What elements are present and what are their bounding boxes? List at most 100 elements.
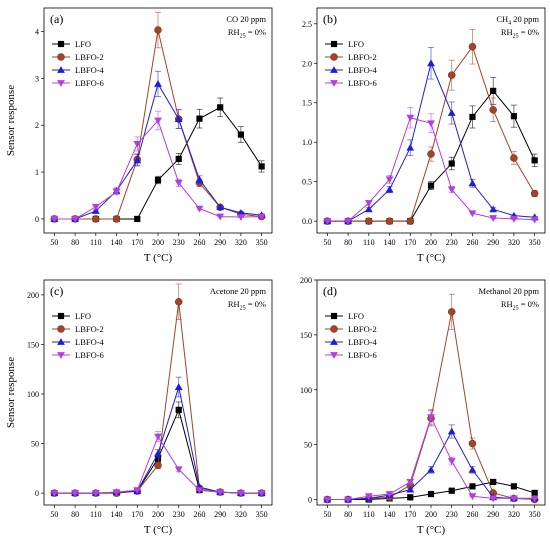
x-tick-label: 320: [508, 510, 520, 519]
x-tick-label: 110: [363, 510, 375, 519]
legend-marker: [330, 40, 338, 48]
data-point: [91, 490, 100, 498]
gas-annotation: CH4 20 ppm: [496, 14, 539, 27]
gas-annotation: Acetone 20 ppm: [210, 286, 267, 296]
x-tick-label: 140: [384, 238, 396, 247]
data-point: [448, 160, 455, 167]
data-point: [530, 189, 539, 198]
data-point: [427, 120, 435, 128]
data-point: [175, 155, 182, 163]
x-tick-label: 140: [111, 238, 123, 247]
y-tick-label: 100: [27, 390, 39, 399]
y-tick-label: 50: [304, 441, 312, 450]
legend-label: LBFO-2: [348, 52, 377, 62]
legend-marker: [330, 352, 338, 359]
y-tick-label: 2: [35, 121, 39, 130]
legend-label: LBFO-4: [75, 65, 105, 75]
legend: LFO LBFO-2 LBFO-4 LBFO-6: [325, 39, 378, 88]
data-point: [133, 487, 142, 495]
legend-label: LBFO-4: [348, 65, 378, 75]
x-tick-label: 320: [235, 238, 247, 247]
rh-subscript: 25: [513, 306, 519, 312]
x-tick-label: 170: [131, 238, 143, 247]
series-lbfo-6: [323, 409, 539, 504]
x-tick-label: 350: [529, 238, 541, 247]
data-point: [531, 489, 538, 497]
data-point: [71, 216, 79, 223]
data-point: [174, 383, 183, 390]
x-tick-label: 290: [487, 238, 499, 247]
data-point: [468, 42, 477, 51]
data-point: [323, 218, 332, 226]
data-point: [196, 115, 203, 122]
data-point: [216, 203, 225, 211]
x-tick-label: 80: [71, 238, 79, 247]
x-tick-label: 200: [425, 238, 437, 247]
y-axis-title: Sensor response: [5, 357, 17, 428]
y-tick-label: 150: [300, 331, 312, 340]
data-point: [133, 156, 142, 164]
legend-marker: [330, 53, 338, 61]
rh-subscript: 25: [513, 34, 519, 40]
data-point: [530, 495, 539, 503]
y-tick-label: 0: [308, 496, 312, 505]
legend-marker: [57, 40, 65, 48]
x-tick-label: 260: [466, 510, 478, 519]
x-tick-label: 230: [446, 510, 458, 519]
data-point: [447, 109, 456, 116]
data-point: [385, 217, 394, 225]
x-tick-label: 140: [111, 510, 123, 519]
data-point: [195, 175, 204, 183]
data-point: [448, 487, 455, 494]
legend: LFO LBFO-2 LBFO-4 LBFO-6: [325, 311, 378, 360]
data-point: [489, 495, 498, 503]
data-point: [112, 215, 121, 223]
data-point: [447, 186, 456, 194]
x-axis-title: T (°C): [417, 252, 446, 264]
data-point: [237, 131, 245, 138]
legend-label: LBFO-6: [348, 78, 377, 88]
data-point: [427, 490, 435, 498]
legend-marker: [57, 352, 65, 359]
data-point: [154, 176, 162, 184]
data-point: [174, 179, 183, 187]
data-point: [531, 157, 538, 164]
panel-label: (d): [323, 284, 337, 298]
series-lfo: [51, 401, 265, 497]
gas-subscript: 4: [508, 21, 511, 27]
panel-label: (c): [50, 284, 63, 298]
series-lbfo-2: [323, 28, 539, 225]
data-point: [447, 71, 456, 79]
x-axis-title: T (°C): [144, 524, 173, 536]
legend-marker: [57, 312, 65, 320]
data-point: [427, 150, 435, 158]
data-point: [469, 483, 476, 490]
data-point: [365, 217, 373, 225]
data-point: [71, 490, 79, 498]
legend-label: LFO: [348, 39, 364, 49]
y-tick-label: 0: [35, 489, 39, 498]
x-tick-label: 80: [71, 510, 79, 519]
gas-annotation: Methanol 20 ppm: [479, 286, 540, 296]
data-point: [407, 494, 414, 501]
legend-label: LBFO-6: [348, 350, 377, 360]
x-tick-label: 230: [173, 510, 185, 519]
y-tick-label: 2.5: [302, 20, 312, 29]
data-point: [447, 458, 456, 465]
x-tick-label: 200: [425, 510, 437, 519]
series-line: [54, 119, 262, 220]
data-point: [489, 205, 498, 213]
chart-panel-2: 50 80 110 140 170 200 230 260 290 320 350 0.0 0.5 1.0…: [302, 7, 546, 264]
series-line: [54, 82, 262, 220]
data-point: [154, 26, 162, 34]
gas-concentration: 20 ppm: [511, 14, 539, 24]
humidity-annotation: RH25 = 0%: [501, 27, 539, 40]
rh-value: = 0%: [246, 27, 266, 37]
data-point: [447, 308, 456, 316]
data-point: [530, 216, 539, 224]
legend-label: LBFO-6: [75, 350, 104, 360]
x-tick-label: 260: [193, 510, 205, 519]
data-point: [112, 489, 121, 497]
data-point: [323, 496, 332, 504]
